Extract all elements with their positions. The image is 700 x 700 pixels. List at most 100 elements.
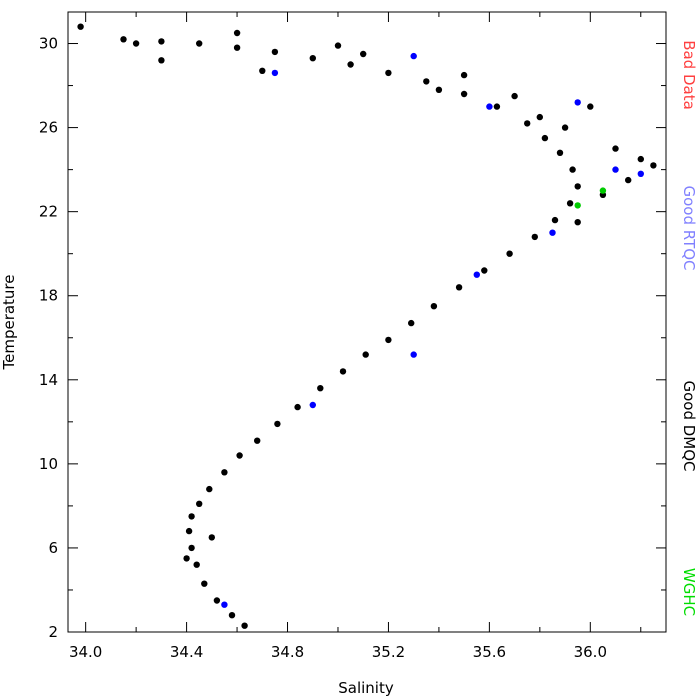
data-point [637, 170, 644, 177]
data-point [206, 485, 213, 493]
y-tick-label: 18 [39, 287, 58, 305]
data-points [77, 23, 657, 629]
data-point [650, 162, 657, 169]
data-point [541, 134, 549, 142]
data-point [569, 166, 576, 173]
y-tick-label: 22 [39, 203, 58, 221]
data-point [196, 500, 203, 507]
data-point [612, 145, 619, 152]
data-point [339, 368, 347, 375]
data-point [423, 78, 430, 85]
data-point [486, 103, 493, 110]
data-point [385, 336, 392, 344]
data-point [531, 233, 538, 241]
data-point [274, 420, 281, 428]
legend-item-good-dmqc: Good DMQC [680, 380, 698, 471]
data-point [410, 351, 417, 358]
y-tick-label: 14 [39, 371, 58, 389]
data-point [309, 55, 316, 62]
data-point [574, 183, 581, 190]
data-point [271, 69, 279, 77]
data-point [208, 534, 215, 541]
data-point [317, 385, 324, 392]
legend: Bad Data Good RTQC Good DMQC WGHC [680, 40, 698, 616]
data-point [188, 544, 195, 552]
data-point [158, 38, 165, 45]
y-tick-label: 6 [48, 539, 58, 557]
series-wghc [574, 187, 607, 209]
data-point [347, 61, 354, 68]
data-point [574, 99, 581, 106]
data-point [536, 113, 543, 121]
data-point [221, 469, 228, 476]
data-point [188, 513, 195, 520]
data-point [362, 351, 369, 358]
data-point [77, 23, 84, 30]
data-point [241, 622, 248, 629]
series-good-rtqc [221, 52, 644, 608]
data-point [574, 219, 581, 226]
data-point [506, 250, 513, 257]
x-tick-label: 34.8 [271, 643, 304, 661]
data-point [221, 601, 228, 608]
legend-item-wghc: WGHC [680, 568, 698, 616]
data-point [612, 166, 619, 173]
data-point [309, 401, 316, 409]
data-point [233, 29, 241, 37]
data-point [566, 200, 574, 207]
data-point [183, 555, 190, 562]
data-point [334, 42, 342, 49]
data-point [556, 149, 564, 156]
y-tick-label: 30 [39, 35, 58, 53]
data-point [385, 69, 392, 77]
x-axis-title: Salinity [338, 679, 394, 697]
y-tick-label: 26 [39, 119, 58, 137]
data-point [455, 284, 463, 291]
legend-item-good-rtqc: Good RTQC [680, 185, 698, 270]
x-tick-label: 34.0 [69, 643, 102, 661]
data-point [294, 403, 301, 411]
data-point [430, 303, 438, 310]
y-tick-label: 10 [39, 455, 58, 473]
data-point [511, 92, 518, 100]
data-point [599, 187, 607, 194]
data-point [637, 155, 644, 163]
data-point [158, 57, 165, 64]
data-point [228, 612, 236, 619]
x-tick-label: 36.0 [574, 643, 607, 661]
data-point [435, 86, 443, 94]
x-tick-label: 35.2 [372, 643, 405, 661]
data-point [120, 36, 127, 43]
data-point [233, 44, 241, 51]
data-point [625, 176, 632, 184]
data-point [549, 229, 556, 236]
data-point [551, 216, 559, 224]
plot-frame [67, 11, 667, 633]
data-point [524, 120, 531, 127]
legend-item-bad-data: Bad Data [680, 40, 698, 110]
data-point [460, 71, 468, 79]
data-point [360, 50, 367, 58]
data-point [481, 267, 488, 274]
data-point [236, 452, 243, 459]
y-tick-label: 2 [48, 623, 58, 641]
data-point [574, 202, 581, 209]
data-point [254, 437, 261, 444]
data-point [201, 580, 208, 587]
data-point [132, 40, 140, 47]
data-point [587, 103, 594, 110]
data-point [196, 40, 203, 47]
data-point [259, 67, 266, 75]
x-axis: 34.0 34.4 34.8 35.2 35.6 36.0 [69, 12, 642, 661]
data-point [493, 103, 501, 110]
data-point [271, 48, 279, 56]
data-point [473, 271, 480, 278]
x-tick-label: 35.6 [473, 643, 506, 661]
data-point [213, 597, 221, 604]
data-point [410, 52, 417, 60]
series-good-dmqc [77, 23, 657, 629]
x-tick-label: 34.4 [170, 643, 203, 661]
data-point [561, 124, 569, 131]
